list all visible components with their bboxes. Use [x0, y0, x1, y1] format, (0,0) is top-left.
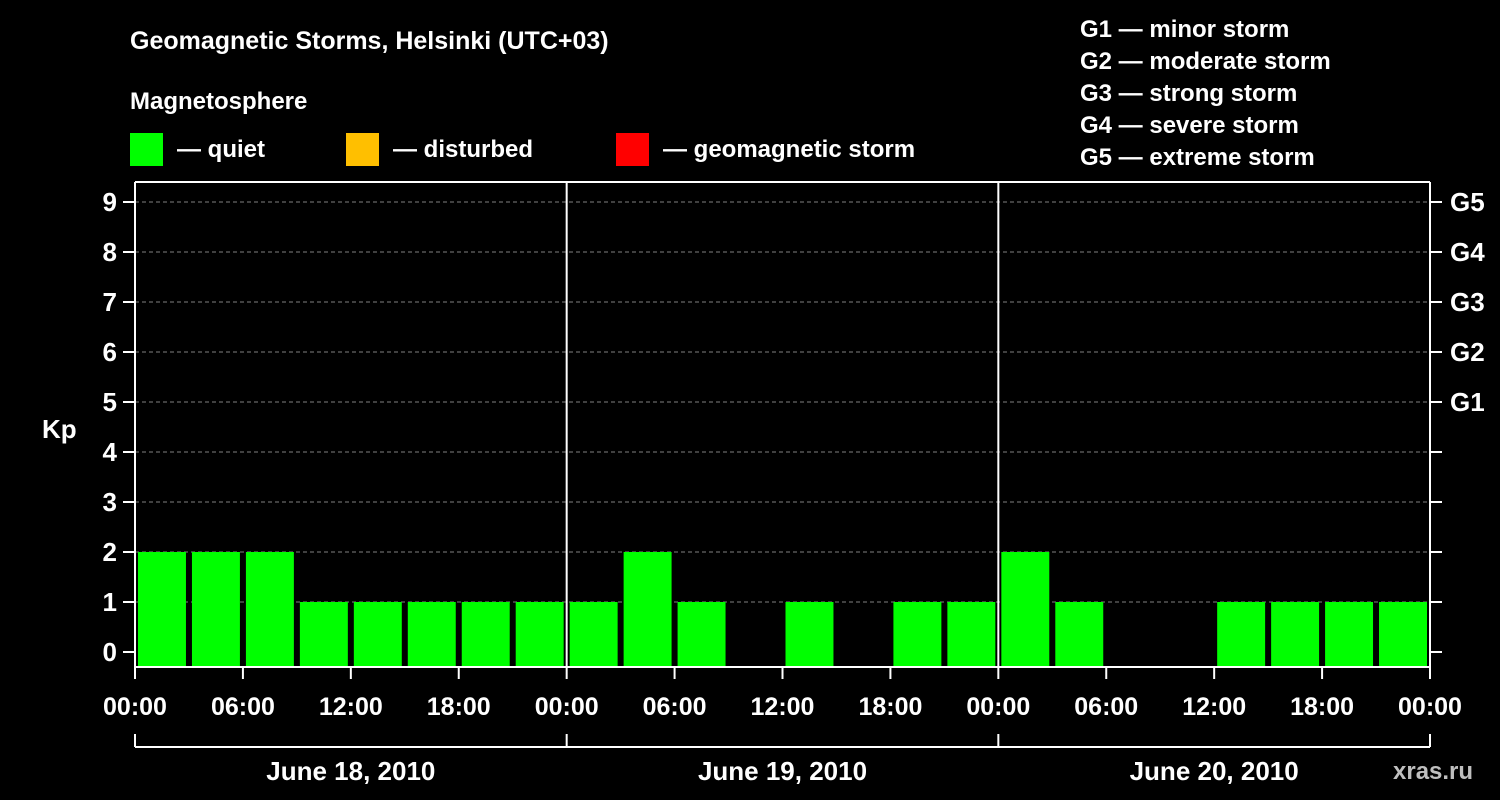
- y-tick-label-7: 7: [103, 287, 117, 317]
- x-tick-label-4: 00:00: [535, 693, 599, 721]
- x-tick-label-1: 06:00: [211, 693, 275, 721]
- legend-label-quiet: — quiet: [177, 136, 265, 163]
- day-label-2: June 20, 2010: [1130, 756, 1299, 786]
- bar-20: [1217, 602, 1266, 667]
- bar-0: [138, 552, 186, 667]
- legend-label-storm: — geomagnetic storm: [663, 136, 915, 163]
- bar-6: [461, 602, 510, 667]
- bar-8: [569, 602, 618, 667]
- bar-22: [1325, 602, 1374, 667]
- y-tick-label-3: 3: [103, 487, 117, 517]
- bar-10: [677, 602, 726, 667]
- y-tick-label-6: 6: [103, 337, 117, 367]
- bar-12: [785, 602, 834, 667]
- y-tick-label-9: 9: [103, 187, 117, 217]
- storm-scale-g4: G4 — severe storm: [1080, 112, 1299, 139]
- x-tick-label-2: 12:00: [319, 693, 383, 721]
- storm-scale-g1: G1 — minor storm: [1080, 16, 1289, 43]
- plot-frame: [134, 181, 1431, 668]
- right-label-g5: G5: [1450, 187, 1485, 217]
- x-tick-label-5: 06:00: [643, 693, 707, 721]
- bar-7: [515, 602, 564, 667]
- day-label-0: June 18, 2010: [266, 756, 435, 786]
- right-label-g3: G3: [1450, 287, 1485, 317]
- legend-label-disturbed: — disturbed: [393, 136, 533, 163]
- right-label-g2: G2: [1450, 337, 1485, 367]
- y-tick-label-8: 8: [103, 237, 117, 267]
- bar-4: [353, 602, 402, 667]
- bar-23: [1379, 602, 1427, 667]
- storm-scale-g3: G3 — strong storm: [1080, 80, 1297, 107]
- legend-swatch-disturbed: [346, 133, 379, 166]
- right-label-g1: G1: [1450, 387, 1485, 417]
- gridlines: [135, 201, 1430, 603]
- x-tick-label-6: 12:00: [751, 693, 815, 721]
- y-tick-label-2: 2: [103, 537, 117, 567]
- y-tick-label-4: 4: [103, 437, 118, 467]
- watermark: xras.ru: [1393, 758, 1473, 785]
- storm-scale-g5: G5 — extreme storm: [1080, 144, 1315, 171]
- x-tick-label-0: 00:00: [103, 693, 167, 721]
- chart-subtitle: Magnetosphere: [130, 88, 307, 115]
- bar-5: [407, 602, 456, 667]
- bar-9: [623, 552, 672, 667]
- x-tick-label-11: 18:00: [1290, 693, 1354, 721]
- x-tick-label-3: 18:00: [427, 693, 491, 721]
- bar-14: [893, 602, 942, 667]
- bar-16: [1001, 552, 1050, 667]
- storm-scale-g2: G2 — moderate storm: [1080, 48, 1331, 75]
- x-tick-label-8: 00:00: [966, 693, 1030, 721]
- day-label-1: June 19, 2010: [698, 756, 867, 786]
- bar-2: [245, 552, 294, 667]
- bar-1: [191, 552, 240, 667]
- bars: [138, 552, 1427, 667]
- y-axis-label: Kp: [42, 414, 77, 444]
- x-tick-label-12: 00:00: [1398, 693, 1462, 721]
- legend-swatch-quiet: [130, 133, 163, 166]
- x-tick-label-10: 12:00: [1182, 693, 1246, 721]
- y-tick-label-0: 0: [103, 637, 117, 667]
- bar-17: [1055, 602, 1104, 667]
- x-tick-label-9: 06:00: [1074, 693, 1138, 721]
- axes: 0 1 2 3 4 5 6 7 8 9 G1 G2 G3 G4 G5 00:00 06:00 12:00 18:00…: [103, 187, 1486, 786]
- bar-3: [299, 602, 348, 667]
- right-label-g4: G4: [1450, 237, 1485, 267]
- bar-21: [1271, 602, 1320, 667]
- x-tick-label-7: 18:00: [858, 693, 922, 721]
- bar-15: [947, 602, 996, 667]
- legend-swatch-storm: [616, 133, 649, 166]
- y-tick-label-1: 1: [103, 587, 117, 617]
- chart-title: Geomagnetic Storms, Helsinki (UTC+03): [130, 27, 609, 55]
- y-tick-label-5: 5: [103, 387, 117, 417]
